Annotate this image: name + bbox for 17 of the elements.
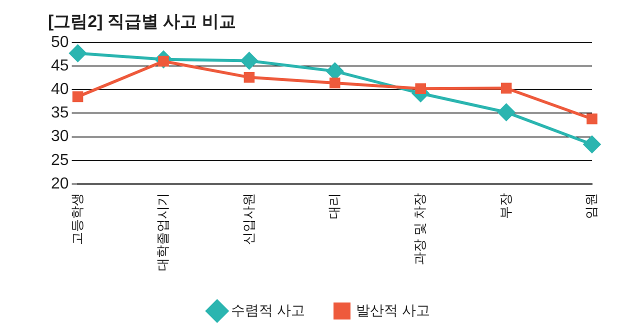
y-tick-label: 40 [51, 81, 69, 98]
y-tick-label: 20 [51, 175, 69, 192]
x-tick-label: 대학졸업시기 [155, 193, 170, 271]
x-tick-label: 고등학생 [69, 193, 84, 245]
y-tick-label: 50 [51, 34, 69, 51]
legend-label: 발산적 사고 [356, 302, 430, 318]
y-tick-label: 25 [51, 152, 69, 169]
x-tick-label: 대리 [326, 193, 342, 219]
x-tick-label: 신입사원 [240, 193, 256, 245]
y-tick-label: 30 [51, 128, 69, 146]
legend-label: 수렴적 사고 [231, 302, 305, 318]
y-tick-label: 45 [51, 57, 69, 74]
x-tick-label: 임원 [584, 193, 599, 219]
chart-title: [그림2] 직급별 사고 비교 [48, 12, 236, 31]
x-tick-label: 부장 [498, 193, 513, 219]
y-tick-label: 35 [51, 104, 69, 122]
x-tick-label: 과장 및 차장 [412, 193, 428, 266]
